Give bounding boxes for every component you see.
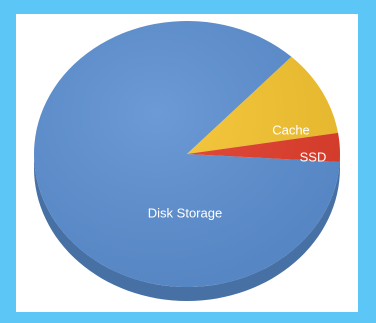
pie-chart: Disk Storage Cache SSD: [33, 20, 341, 301]
pie-highlight: [34, 21, 340, 287]
pie-label-ssd: SSD: [300, 149, 327, 164]
pie-labels: Disk Storage Cache SSD: [148, 122, 327, 220]
pie-label-cache: Cache: [272, 122, 310, 137]
chart-frame: Disk Storage Cache SSD: [16, 14, 358, 312]
pie-label-disk-storage: Disk Storage: [148, 205, 222, 220]
